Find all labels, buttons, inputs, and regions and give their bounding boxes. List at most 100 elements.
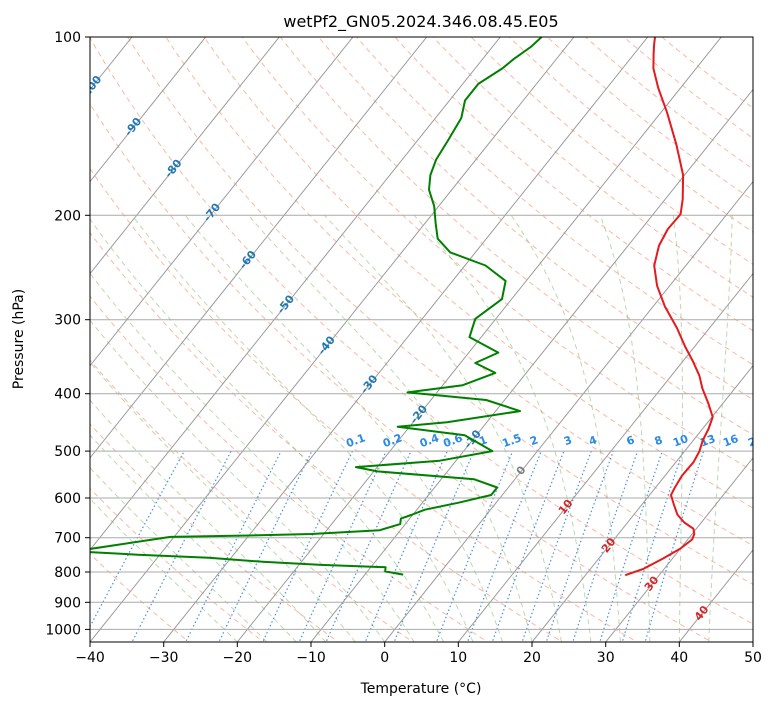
dry-adiabat-line (90, 37, 753, 625)
plot-area: -100-90-80-70-60-50-40-30-20-10010203040… (90, 37, 765, 642)
moist-adiabat-line (708, 215, 733, 642)
mixing-ratio-label: 1 (477, 433, 489, 448)
dewpoint-profile-line (90, 37, 543, 576)
x-tick-label: 30 (597, 650, 615, 666)
isotherm-line (236, 37, 722, 642)
x-tick-label: 20 (523, 650, 541, 666)
mixing-ratio-line (90, 450, 185, 628)
y-tick-label: 600 (54, 491, 81, 507)
moist-adiabat-line (90, 498, 238, 642)
moist-adiabat-line (90, 361, 356, 642)
dry-adiabat-line (584, 37, 753, 170)
x-tick-label: −40 (75, 650, 105, 666)
chart-title: wetPf2_GN05.2024.346.08.45.E05 (283, 12, 558, 32)
isotherm-line (90, 37, 207, 183)
dry-adiabat-line (90, 359, 414, 642)
isotherm-line (605, 457, 753, 642)
dry-adiabat-line (203, 37, 753, 509)
mixing-ratio-line (393, 450, 475, 642)
isotherm-line (90, 37, 428, 459)
temperature-profile-line (624, 37, 714, 577)
y-axis-title: Pressure (hPa) (11, 289, 27, 389)
dry-adiabat-line (127, 37, 753, 585)
x-tick-label: 0 (380, 650, 389, 666)
moist-adiabat-line (324, 214, 562, 642)
mixing-ratio-label: 13 (698, 432, 717, 449)
moist-adiabat-line (672, 215, 683, 642)
mixing-ratio-line (435, 450, 514, 642)
y-tick-label: 800 (54, 565, 81, 581)
mixing-ratio-line (298, 450, 387, 642)
mixing-ratio-line (131, 450, 232, 642)
mixing-ratio-label: 10 (671, 432, 690, 450)
mixing-ratio-line (599, 450, 663, 642)
x-tick-label: −10 (296, 650, 326, 666)
mixing-ratio-label: 8 (653, 433, 665, 448)
isotherms (90, 37, 753, 642)
mixing-ratio-label: 4 (587, 433, 599, 448)
mixing-ratio-lines (90, 450, 705, 642)
mixing-ratio-label: 1.5 (501, 431, 524, 450)
mixing-ratio-label: 0.4 (418, 431, 441, 450)
dry-adiabat-line (241, 37, 753, 472)
mixing-ratio-label: 0.6 (442, 431, 465, 450)
mixing-ratio-line (466, 450, 542, 642)
moist-adiabat-line (90, 218, 445, 642)
moist-adiabat-line (131, 215, 474, 642)
isotherm-line (384, 180, 753, 642)
mixing-ratio-line (325, 450, 412, 642)
x-axis-title: Temperature (°C) (360, 681, 482, 697)
isotherm-line (90, 37, 354, 367)
moist-adiabat-line (90, 434, 297, 642)
y-tick-label: 1000 (45, 622, 81, 638)
mixing-ratio-line (364, 450, 448, 642)
dry-adiabat-line (317, 37, 753, 401)
isotherm-line (310, 88, 753, 642)
y-tick-label: 200 (54, 208, 81, 224)
x-tick-label: 10 (449, 650, 467, 666)
mixing-ratio-label: 6 (625, 433, 637, 448)
isotherm-line (163, 37, 649, 642)
x-axis: −40 −30 −20 −10 0 10 20 30 40 50 (75, 642, 762, 666)
mixing-ratio-label: 20 (746, 432, 765, 450)
moist-adiabat-line (90, 272, 415, 642)
x-tick-label: 40 (670, 650, 688, 666)
y-tick-label: 300 (54, 313, 81, 329)
x-tick-label: 50 (744, 650, 762, 666)
moist-adiabat-line (90, 467, 268, 642)
x-tick-label: −30 (149, 650, 179, 666)
moist-adiabats (90, 214, 733, 642)
y-axis: 100 200 300 400 500 600 700 800 900 1000 (45, 30, 90, 638)
dry-adiabat-line (90, 167, 639, 642)
dry-adiabat-line (90, 103, 713, 642)
y-tick-label: 400 (54, 387, 81, 403)
moist-adiabat-line (248, 214, 533, 642)
mixing-ratio-label: 3 (562, 433, 574, 448)
y-tick-label: 900 (54, 595, 81, 611)
moist-adiabat-line (90, 319, 386, 642)
mixing-ratio-labels: 0.10.20.40.611.52346810131620253036 (344, 431, 765, 450)
y-tick-label: 100 (54, 30, 81, 46)
mixing-ratio-label: 0.1 (344, 431, 367, 450)
mixing-ratio-label: 2 (528, 433, 540, 448)
y-tick-label: 500 (54, 444, 81, 460)
y-tick-label: 700 (54, 531, 81, 547)
mixing-ratio-line (621, 450, 684, 642)
mixing-ratio-label: 16 (721, 432, 740, 450)
x-tick-label: −20 (223, 650, 253, 666)
isotherm-line (457, 272, 753, 642)
dry-adiabats (90, 37, 753, 642)
mixing-ratio-line (644, 450, 705, 642)
isobars (90, 37, 753, 630)
dry-adiabat-line (508, 37, 753, 233)
dry-adiabat-line (394, 37, 753, 332)
dry-adiabat-line (165, 37, 753, 547)
plot-frame (89, 36, 754, 643)
moist-adiabat-line (510, 215, 621, 642)
dry-adiabat-line (546, 37, 753, 201)
isotherm-line (90, 37, 501, 551)
mixing-ratio-label: 0.2 (381, 431, 404, 450)
sounding-profiles (90, 37, 714, 577)
isotherm-line (531, 364, 753, 642)
